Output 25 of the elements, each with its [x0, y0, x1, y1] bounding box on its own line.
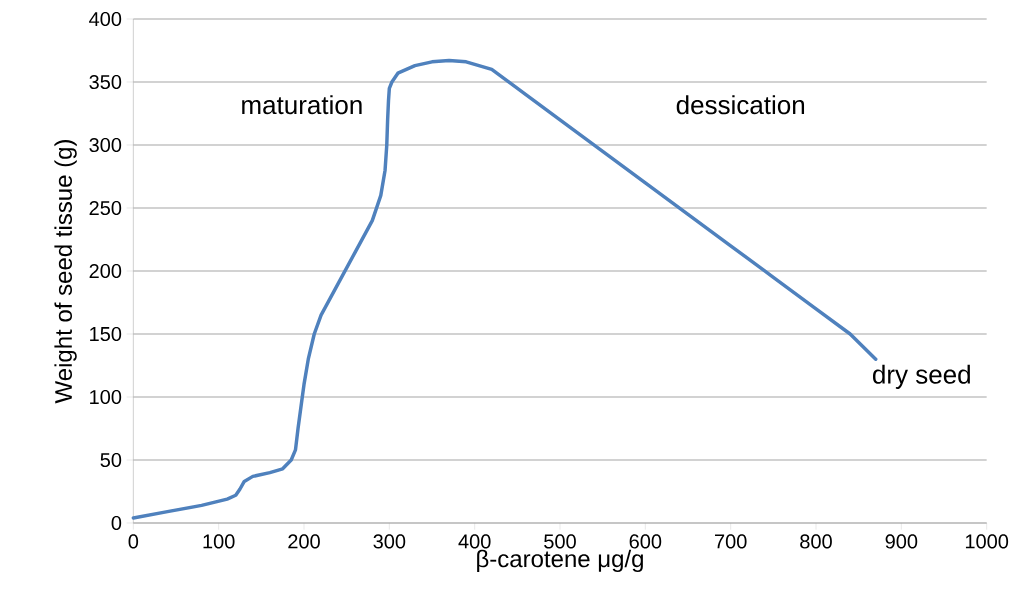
x-tick-label: 500 — [544, 534, 576, 549]
x-tick-label: 900 — [885, 534, 918, 549]
y-tick-label: 400 — [89, 11, 122, 27]
x-tick-label: 800 — [800, 534, 832, 549]
x-tick-label: 0 — [128, 534, 139, 549]
x-tick-label: 1000 — [965, 534, 1009, 549]
y-tick-label: 100 — [90, 389, 122, 405]
x-tick-label: 700 — [715, 534, 747, 549]
annotation: dessication — [676, 95, 805, 115]
x-axis-title: β-carotene μg/g — [477, 549, 643, 573]
x-tick-label: 400 — [458, 534, 491, 549]
x-tick-label: 600 — [629, 534, 662, 549]
y-tick-label: 200 — [89, 263, 122, 279]
y-axis-title: Weight of seed tissue (g) — [54, 140, 77, 404]
x-tick-label: 100 — [203, 534, 235, 549]
y-tick-label: 350 — [89, 74, 122, 90]
annotation: dry seed — [873, 364, 970, 389]
y-tick-label: 150 — [90, 326, 122, 342]
x-tick-label: 300 — [373, 534, 406, 549]
y-tick-label: 50 — [100, 452, 122, 468]
annotation: maturation — [242, 95, 362, 115]
y-tick-label: 300 — [89, 137, 122, 153]
x-tick-label: 200 — [288, 534, 320, 549]
y-tick-label: 0 — [111, 515, 122, 531]
y-tick-label: 250 — [89, 200, 122, 216]
